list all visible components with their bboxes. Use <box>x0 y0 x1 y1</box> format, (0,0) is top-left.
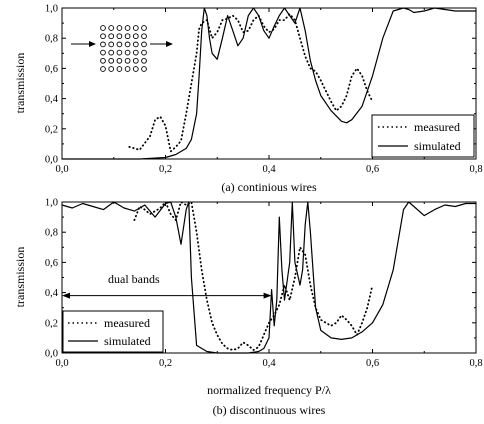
panel-b-legend-box <box>62 310 164 353</box>
wire-cross-section <box>132 66 139 72</box>
incident-arrowhead <box>89 41 96 47</box>
wire-cross-section <box>116 66 123 72</box>
wire-cross-section <box>100 33 106 40</box>
panel-a-series-measured-line <box>128 13 374 153</box>
panel-b: 0,0 0,2 0,4 0,6 0,8 0,0 0,2 0,4 0,6 0,8 1,0 transm… <box>13 198 483 418</box>
panel-a-y-tick-label: 0,8 <box>45 34 58 45</box>
panel-a-legend-box <box>371 114 475 158</box>
panel-a-x-tick-label: 0,2 <box>159 164 172 175</box>
panel-b-y-tick-label: 0,0 <box>45 349 58 360</box>
panel-b-x-tick-label: 0,2 <box>159 358 172 369</box>
panel-b-ylabel: transmission <box>13 247 27 308</box>
panel-a-x-tick-label: 0,4 <box>262 164 276 175</box>
dual-bands-arrowhead-left <box>62 292 70 299</box>
wire-cross-section <box>141 33 147 40</box>
wire-cross-section <box>108 66 115 72</box>
panel-a-x-tick-label: 0,6 <box>366 164 379 175</box>
wire-cross-section <box>132 25 139 31</box>
wire-cross-section <box>100 41 106 48</box>
wire-cross-section <box>116 33 123 40</box>
wire-cross-section <box>108 33 115 40</box>
dual-bands-arrowhead-right <box>263 292 272 299</box>
wire-cross-section <box>100 25 106 31</box>
wire-cross-section <box>132 57 139 64</box>
wire-cross-section <box>124 57 131 64</box>
wire-cross-section <box>141 66 147 72</box>
wire-cross-section <box>124 25 131 31</box>
wire-cross-section <box>124 41 131 48</box>
panel-a-legend: measured simulated <box>371 114 475 158</box>
panel-a-y-tick-label: 0,6 <box>45 64 58 75</box>
panel-a-x-tick-label: 0,0 <box>55 164 68 175</box>
wire-cross-section <box>100 49 106 56</box>
panel-b-y-tick-label: 0,4 <box>45 288 59 299</box>
wire-cross-section <box>124 33 131 40</box>
wire-cross-section <box>100 66 106 72</box>
wire-cross-section <box>100 57 106 64</box>
panel-a-legend-simulated-label: simulated <box>414 139 461 153</box>
wire-cross-section <box>116 41 123 48</box>
wire-cross-section <box>141 41 147 48</box>
wire-cross-section <box>141 49 147 56</box>
wire-cross-section <box>116 25 123 31</box>
panel-a-ylabel: transmission <box>13 53 27 114</box>
wire-cross-section <box>124 66 131 72</box>
wire-cross-section <box>132 33 139 40</box>
wire-cross-section <box>132 41 139 48</box>
panel-b-x-tick-label: 0,6 <box>366 358 379 369</box>
wire-cross-section <box>116 49 123 56</box>
panel-b-y-tick-label: 0,6 <box>45 258 58 269</box>
panel-b-x-tick-label: 0,0 <box>55 358 68 369</box>
wire-cross-section <box>124 49 131 56</box>
panel-b-y-tick-label: 0,2 <box>45 318 58 329</box>
panel-a-x-tick-label: 0,8 <box>469 164 482 175</box>
wire-cross-section <box>116 57 123 64</box>
wire-cross-section <box>108 41 115 48</box>
panel-b-legend: measured simulated <box>62 310 164 353</box>
panel-b-series-measured-line <box>133 201 374 351</box>
panel-b-series-simulated-line <box>61 201 477 354</box>
panel-b-legend-simulated-label: simulated <box>104 334 151 348</box>
panel-a-y-tick-label: 0,2 <box>45 124 58 135</box>
panel-b-xlabel: normalized frequency P/λ <box>207 383 331 397</box>
wire-cross-section <box>132 49 139 56</box>
panel-a-series-simulated-line <box>61 7 477 160</box>
panel-b-y-tick-label: 0,8 <box>45 228 58 239</box>
transmitted-arrowhead <box>166 41 173 47</box>
panel-b-legend-measured-label: measured <box>104 316 150 330</box>
panel-b-x-tick-label: 0,4 <box>262 358 276 369</box>
panel-b-caption: (b) discontinuous wires <box>213 403 326 417</box>
wire-array-inset <box>71 25 173 72</box>
wire-cross-section <box>108 49 115 56</box>
wire-cross-section <box>141 25 147 31</box>
panel-a-caption: (a) continious wires <box>221 180 317 194</box>
dual-bands-annotation: dual bands <box>62 272 272 299</box>
panel-a-legend-measured-label: measured <box>414 120 460 134</box>
wire-cross-section <box>141 57 147 64</box>
panel-a-y-tick-label: 0,4 <box>45 94 59 105</box>
panel-b-y-tick-label: 1,0 <box>45 198 58 209</box>
panel-b-x-tick-label: 0,8 <box>469 358 482 369</box>
wire-cross-section <box>108 25 115 31</box>
dual-bands-label: dual bands <box>108 272 160 286</box>
panel-a-y-tick-label: 1,0 <box>45 4 58 15</box>
panel-a: 0,0 0,2 0,4 0,6 0,8 0,0 0,2 0,4 0,6 0,8 1,0 transm… <box>13 4 483 195</box>
wire-cross-section <box>108 57 115 64</box>
panel-a-y-tick-label: 0,0 <box>45 155 58 166</box>
